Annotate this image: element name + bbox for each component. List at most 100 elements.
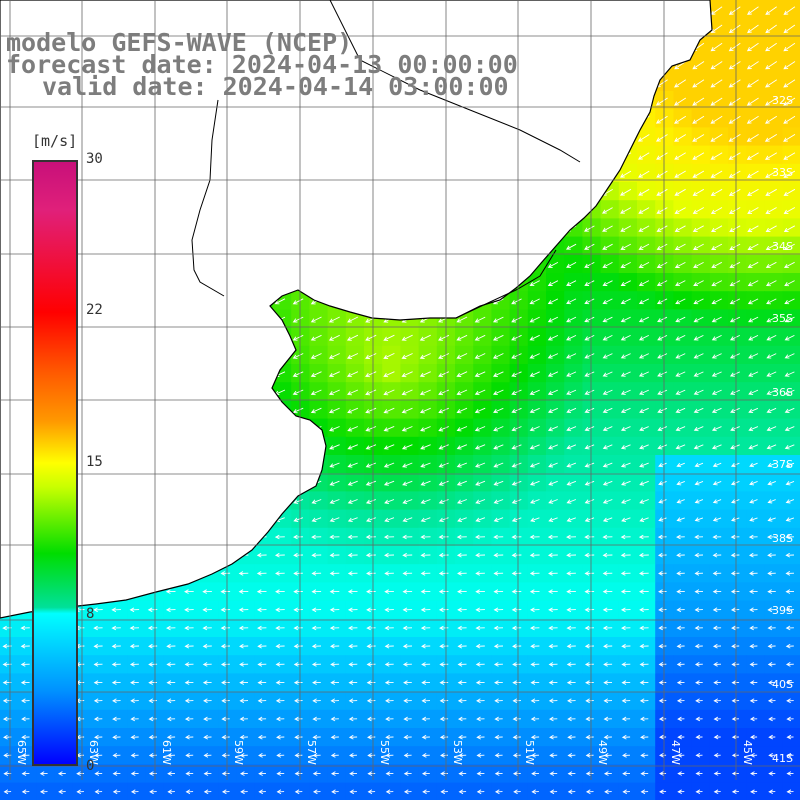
wind-arrow xyxy=(275,662,285,667)
wind-arrow xyxy=(584,462,595,468)
wind-arrow xyxy=(239,698,249,704)
wind-arrow xyxy=(656,152,668,160)
wind-arrow xyxy=(747,6,759,15)
wind-arrow xyxy=(567,771,576,776)
wind-arrow xyxy=(365,462,377,468)
lon-label: 57W xyxy=(305,740,318,765)
wind-arrow xyxy=(584,316,595,323)
wind-arrow xyxy=(148,680,158,685)
wind-arrow xyxy=(365,389,377,396)
lat-label: 41S xyxy=(772,752,793,765)
wind-arrow xyxy=(256,571,267,576)
wind-arrow xyxy=(257,680,267,685)
wind-arrow xyxy=(347,534,358,540)
lon-label: 45W xyxy=(741,740,754,765)
wind-arrow xyxy=(566,298,577,305)
wind-arrow xyxy=(785,571,795,576)
wind-arrow xyxy=(695,753,703,758)
wind-arrow xyxy=(729,371,740,377)
valid-date: valid date: 2024-04-14 03:00:00 xyxy=(42,72,509,101)
wind-arrow xyxy=(401,407,413,414)
wind-arrow xyxy=(601,207,613,214)
wind-arrow xyxy=(565,243,577,250)
wind-arrow xyxy=(39,789,48,795)
wind-arrow xyxy=(185,734,194,740)
wind-arrow xyxy=(401,334,413,341)
wind-arrow xyxy=(746,170,759,178)
wind-arrow xyxy=(674,207,686,214)
wind-arrow xyxy=(476,753,485,758)
wind-arrow xyxy=(475,499,486,504)
wind-arrow xyxy=(202,625,212,631)
wind-arrow xyxy=(438,444,449,450)
wind-arrow xyxy=(602,552,613,558)
wind-arrow xyxy=(294,789,303,795)
wind-arrow xyxy=(239,734,248,740)
wind-arrow xyxy=(767,680,776,685)
wind-arrow xyxy=(765,280,777,287)
wind-arrow xyxy=(639,462,649,468)
wind-arrow xyxy=(638,262,650,268)
wind-arrow xyxy=(438,571,449,576)
wind-arrow xyxy=(693,371,704,377)
wind-arrow xyxy=(750,753,758,758)
wind-arrow xyxy=(748,316,759,323)
wind-arrow xyxy=(584,262,595,268)
wind-arrow xyxy=(493,499,504,504)
wind-arrow xyxy=(94,753,103,758)
wind-arrow xyxy=(366,607,376,613)
wind-arrow xyxy=(346,334,359,341)
wind-arrow xyxy=(602,389,613,395)
wind-arrow xyxy=(602,407,613,414)
wind-arrow xyxy=(238,625,249,631)
wind-arrow xyxy=(711,444,722,450)
wind-arrow xyxy=(585,789,594,795)
wind-arrow xyxy=(347,316,359,323)
lat-label: 38S xyxy=(772,532,793,545)
wind-arrow xyxy=(239,771,248,776)
wind-arrow xyxy=(276,734,285,740)
wind-arrow xyxy=(112,753,121,758)
wind-arrow xyxy=(166,698,176,704)
wind-arrow xyxy=(675,444,686,450)
wind-arrow xyxy=(566,625,576,631)
wind-arrow xyxy=(257,662,267,667)
wind-arrow xyxy=(257,643,267,649)
wind-arrow xyxy=(748,407,759,414)
wind-arrow xyxy=(129,607,140,613)
wind-arrow xyxy=(492,389,504,396)
wind-arrow xyxy=(257,716,267,722)
wind-arrow xyxy=(695,789,703,795)
wind-arrow xyxy=(330,662,340,667)
wind-arrow xyxy=(783,6,796,15)
wind-arrow xyxy=(329,552,340,558)
wind-arrow xyxy=(256,552,267,558)
wind-arrow xyxy=(383,352,395,359)
wind-arrow xyxy=(694,534,704,540)
wind-arrow xyxy=(403,680,412,685)
wind-arrow xyxy=(674,79,687,88)
wind-arrow xyxy=(638,170,650,178)
wind-arrow xyxy=(293,517,304,522)
wind-arrow xyxy=(493,571,504,576)
wind-arrow xyxy=(312,716,321,722)
wind-arrow xyxy=(530,680,540,685)
wind-arrow xyxy=(673,115,687,124)
wind-arrow xyxy=(458,734,467,740)
wind-arrow xyxy=(93,716,103,722)
wind-arrow xyxy=(147,625,158,631)
wind-arrow xyxy=(438,407,449,414)
wind-arrow xyxy=(786,698,794,704)
wind-arrow xyxy=(511,552,522,558)
wind-arrow xyxy=(330,753,339,758)
wind-arrow xyxy=(657,552,667,558)
wind-arrow xyxy=(567,734,576,740)
wind-arrow xyxy=(728,6,741,15)
wind-arrow xyxy=(693,353,704,359)
wind-arrow xyxy=(567,789,576,795)
wind-arrow xyxy=(293,680,303,685)
wind-cell xyxy=(655,163,674,183)
wind-arrow xyxy=(421,771,430,776)
wind-arrow xyxy=(474,444,486,450)
wind-arrow xyxy=(677,771,685,776)
